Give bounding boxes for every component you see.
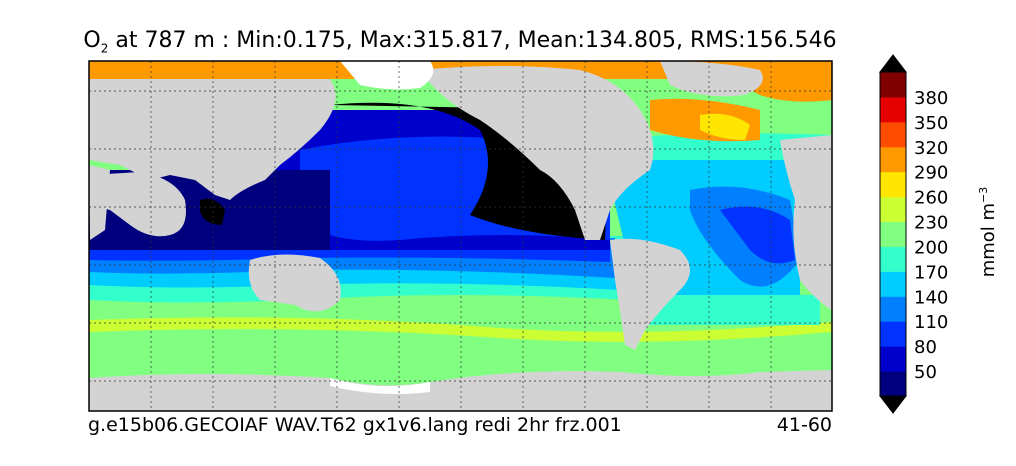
colorbar-swatch bbox=[880, 72, 906, 98]
colorbar-tick-label: 350 bbox=[914, 113, 948, 134]
antarctic-ice-shelf bbox=[330, 378, 430, 394]
colorbar-tick-label: 140 bbox=[914, 287, 948, 308]
colorbar-units-label: mmol m−3 bbox=[977, 187, 999, 278]
colorbar-tick-label: 230 bbox=[914, 213, 948, 234]
colorbar-tick-label: 80 bbox=[914, 337, 937, 358]
colorbar-frame bbox=[879, 71, 907, 397]
colorbar-swatch bbox=[880, 246, 906, 272]
graticule bbox=[89, 61, 832, 411]
africa-horn bbox=[89, 172, 186, 237]
title-max: Max:315.817 bbox=[359, 28, 504, 53]
colorbar-units-exponent: −3 bbox=[977, 186, 990, 203]
run-name-label: g.e15b06.GECOIAF WAV.T62 gx1v6.lang redi… bbox=[88, 414, 622, 436]
colorbar-swatch bbox=[880, 146, 906, 173]
title-depth: at 787 m : bbox=[108, 28, 237, 53]
colorbar-tick-label: 110 bbox=[914, 312, 948, 333]
colorbar-tick-label: 170 bbox=[914, 262, 948, 283]
title-mean: Mean:134.805 bbox=[517, 28, 676, 53]
map-frame bbox=[88, 60, 833, 412]
southern-ocean-yellow-band bbox=[89, 317, 832, 342]
europe-africa-west bbox=[780, 135, 832, 310]
colorbar-swatch bbox=[880, 96, 906, 123]
africa-east bbox=[89, 165, 110, 240]
colorbar-tick-label: 200 bbox=[914, 237, 948, 258]
arctic-sea-ice bbox=[340, 61, 434, 90]
labrador-sea-yellow bbox=[700, 113, 750, 140]
title-species-sub: 2 bbox=[100, 41, 109, 56]
north-atlantic-cyan bbox=[600, 133, 832, 160]
south-atlantic-cyan bbox=[640, 295, 820, 325]
colorbar-swatch bbox=[880, 121, 906, 148]
colorbar-swatch bbox=[880, 196, 906, 223]
colorbar-units-text: mmol m bbox=[978, 202, 999, 278]
colorbar-tick-label: 290 bbox=[914, 163, 948, 184]
title-min: Min:0.175 bbox=[236, 28, 346, 53]
eurasia bbox=[89, 79, 336, 200]
atlantic-deepblue bbox=[720, 206, 795, 264]
australia bbox=[248, 254, 341, 312]
years-label: 41-60 bbox=[776, 414, 832, 436]
colorbar-swatch bbox=[880, 271, 906, 297]
bay-of-bengal-omz bbox=[200, 198, 225, 225]
colorbar-swatch bbox=[880, 296, 906, 322]
colorbar: 50 80 110 140 170 200 230 260 290 320 350 380 bbox=[878, 54, 948, 414]
colorbar-over-arrow bbox=[878, 54, 908, 73]
title-rms: RMS:156.546 bbox=[689, 28, 837, 53]
colorbar-swatch bbox=[880, 221, 906, 247]
colorbar-swatch bbox=[880, 171, 906, 198]
title-species: O bbox=[83, 28, 101, 53]
colorbar-swatch bbox=[880, 346, 906, 372]
colorbar-tick-label: 380 bbox=[914, 88, 948, 109]
greenland bbox=[660, 61, 763, 97]
antarctica bbox=[89, 370, 832, 411]
colorbar-tick-label: 320 bbox=[914, 138, 948, 159]
map-title: O2 at 787 m : Min:0.175, Max:315.817, Me… bbox=[83, 28, 837, 56]
colorbar-swatch bbox=[880, 321, 906, 347]
colorbar-tick-label: 50 bbox=[914, 362, 937, 383]
colorbar-under-arrow bbox=[878, 395, 908, 414]
map-plot-area bbox=[89, 61, 832, 411]
colorbar-tick-label: 260 bbox=[914, 188, 948, 209]
colorbar-swatch bbox=[880, 371, 906, 397]
north-america bbox=[420, 66, 654, 240]
south-america bbox=[610, 238, 690, 350]
